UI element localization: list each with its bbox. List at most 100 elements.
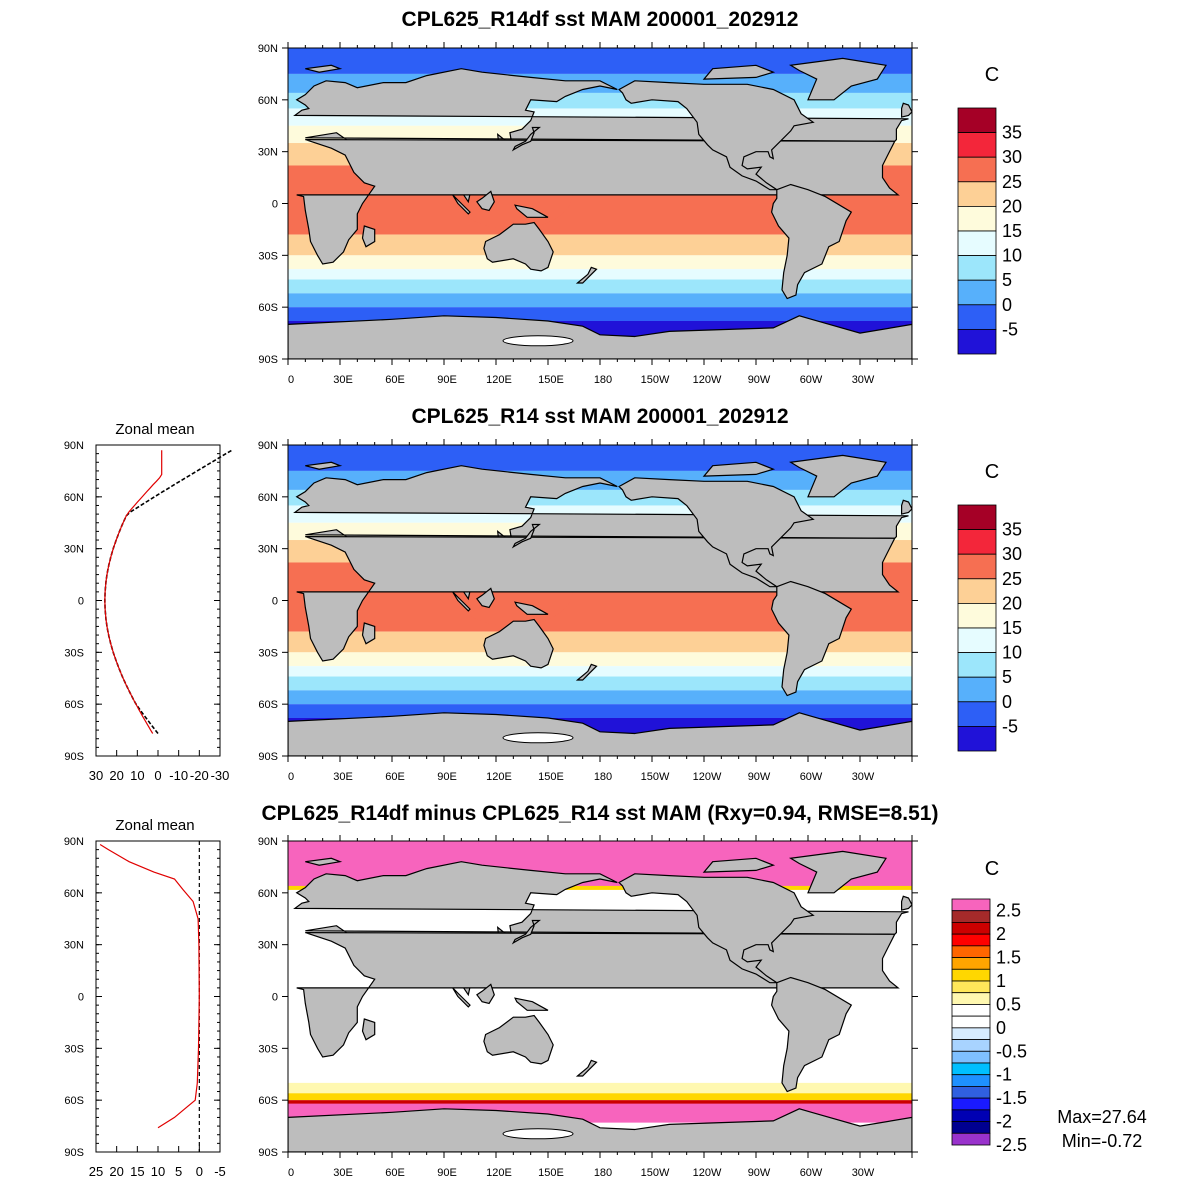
colorbar-box xyxy=(951,910,991,923)
sst-band-9 xyxy=(288,666,912,677)
sst-band-7 xyxy=(288,234,912,256)
lon-label: 150E xyxy=(538,771,564,783)
zonal-lat-label: 90S xyxy=(64,1147,84,1159)
colorbar-box xyxy=(951,1086,991,1099)
colorbar-box xyxy=(957,504,997,531)
zonal-frame xyxy=(95,444,221,757)
colorbar-label: 1.5 xyxy=(996,948,1021,968)
lon-label: 60E xyxy=(385,1167,405,1179)
land-3 xyxy=(788,454,887,498)
land-4 xyxy=(770,580,853,697)
land-2 xyxy=(618,80,815,191)
colorbar-label: 10 xyxy=(1002,643,1022,663)
lon-label: 30W xyxy=(852,1167,875,1179)
ross-ice-shelf xyxy=(502,732,574,744)
colorbar-box xyxy=(957,726,997,752)
lon-label: 120W xyxy=(693,1167,722,1179)
zonal-x-label: 20 xyxy=(109,1164,123,1179)
colorbar-box xyxy=(951,1062,991,1076)
colorbar-label: -5 xyxy=(1002,716,1018,736)
lat-label: 30N xyxy=(258,544,278,556)
southern-gold xyxy=(288,1093,912,1101)
colorbar-box xyxy=(957,553,997,580)
land-12 xyxy=(361,225,376,248)
colorbar-box xyxy=(951,980,991,994)
colorbar-3-unit: C xyxy=(984,858,1000,880)
lon-label: 120E xyxy=(486,374,512,386)
zonal-x-label: 10 xyxy=(130,768,144,783)
lon-label: 120W xyxy=(693,771,722,783)
map-2: 90N 60N 30N 0 30S 60S 90S 0 30E 60E 90E 120E 150E 180… xyxy=(258,439,918,783)
lat-label: 30S xyxy=(258,250,278,262)
colorbar-box xyxy=(951,1004,991,1017)
land-15 xyxy=(305,857,343,866)
land-15 xyxy=(305,64,343,73)
map-1: 90N 60N 30N 0 30S 60S 90S 0 30E 60E 90E 120E 150E 180… xyxy=(258,42,918,386)
lat-label: 90N xyxy=(258,836,278,848)
colorbar-box xyxy=(951,1132,991,1146)
land-2 xyxy=(618,873,815,984)
land-7 xyxy=(476,190,495,212)
zonal-lat-label: 30S xyxy=(64,1043,84,1055)
sst-band-10 xyxy=(288,676,912,691)
colorbar-label: 0.5 xyxy=(996,994,1021,1014)
colorbar-box xyxy=(951,1050,991,1064)
colorbar-box xyxy=(951,922,991,935)
colorbar-label: 25 xyxy=(1002,172,1022,192)
lon-label: 90W xyxy=(748,771,771,783)
colorbar-label: 35 xyxy=(1002,123,1022,143)
map-1-field xyxy=(288,48,912,359)
lat-label: 60N xyxy=(258,888,278,900)
colorbar-box xyxy=(957,328,997,355)
zonal-lat-label: 60N xyxy=(64,492,84,504)
zonal-x-label: 0 xyxy=(154,768,161,783)
colorbar-box xyxy=(951,1121,991,1134)
colorbar-box xyxy=(957,107,997,134)
lon-label: 30W xyxy=(852,771,875,783)
colorbar-box xyxy=(957,627,997,654)
lon-label: 150E xyxy=(538,374,564,386)
land-2 xyxy=(618,477,815,588)
map-3-field xyxy=(288,841,912,1152)
colorbar-box xyxy=(957,205,997,232)
land-12 xyxy=(361,622,376,645)
lon-label: 90W xyxy=(748,1167,771,1179)
colorbar-box xyxy=(957,279,997,306)
ross-ice-shelf xyxy=(502,335,574,347)
zonal-lat-label: 90N xyxy=(64,836,84,848)
colorbar-label: -1.5 xyxy=(996,1088,1027,1108)
land-7 xyxy=(476,587,495,609)
colorbar-label: 20 xyxy=(1002,196,1022,216)
colorbar-box xyxy=(957,255,997,281)
zonal-x-label: 15 xyxy=(130,1164,144,1179)
lon-label: 90W xyxy=(748,374,771,386)
panel-3-title: CPL625_R14df minus CPL625_R14 sst MAM (R… xyxy=(261,802,939,825)
lat-label: 60N xyxy=(258,95,278,107)
colorbar-label: -2.5 xyxy=(996,1135,1027,1155)
map-2-field xyxy=(288,445,912,756)
zonal-lat-label: 90S xyxy=(64,751,84,763)
lat-label: 60N xyxy=(258,492,278,504)
land-4 xyxy=(770,183,853,300)
colorbar-box xyxy=(957,676,997,703)
lat-label: 0 xyxy=(272,199,278,211)
colorbar-label: 35 xyxy=(1002,520,1022,540)
lat-label: 90N xyxy=(258,43,278,55)
colorbar-label: 0 xyxy=(1002,692,1012,712)
lon-label: 180 xyxy=(594,374,612,386)
land-7 xyxy=(476,983,495,1005)
lon-label: 150W xyxy=(641,374,670,386)
lat-label: 90S xyxy=(258,354,278,366)
sst-band-12 xyxy=(288,307,912,321)
zonal-lat-label: 60S xyxy=(64,1095,84,1107)
sst-band-11 xyxy=(288,690,912,705)
lat-label: 30S xyxy=(258,1043,278,1055)
stats-box: Max=27.64 Min=-0.72 xyxy=(1052,1105,1152,1153)
sst-band-8 xyxy=(288,652,912,667)
lon-label: 30W xyxy=(852,374,875,386)
lat-label: 90N xyxy=(258,440,278,452)
lat-label: 90S xyxy=(258,1147,278,1159)
land-12 xyxy=(361,1018,376,1041)
colorbar-label: 15 xyxy=(1002,618,1022,638)
